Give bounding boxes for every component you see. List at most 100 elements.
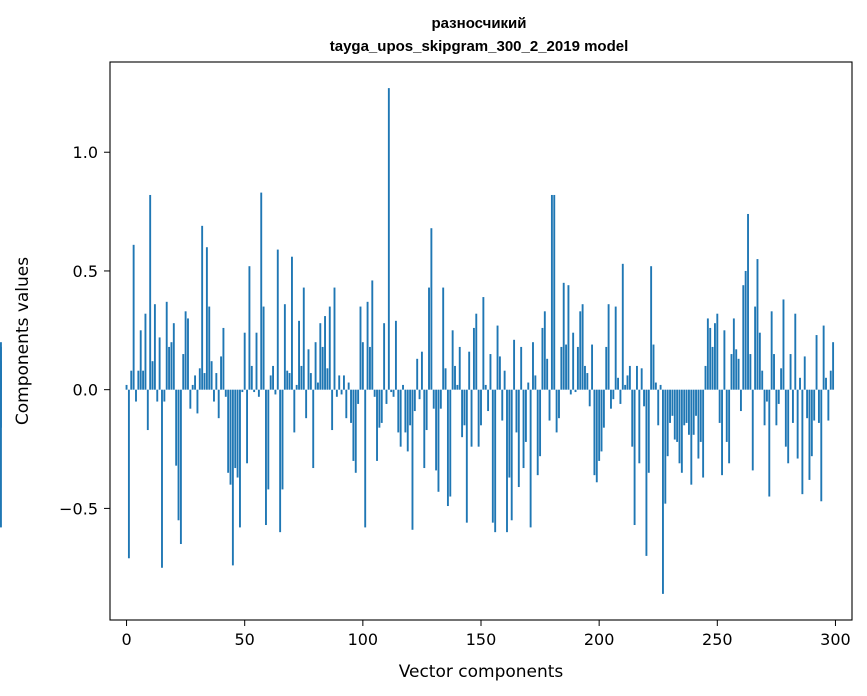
bar bbox=[801, 389, 804, 495]
bar bbox=[132, 244, 135, 390]
bar bbox=[387, 88, 390, 390]
bar bbox=[702, 389, 705, 478]
bar bbox=[487, 389, 490, 412]
bar bbox=[768, 389, 771, 497]
bar bbox=[177, 389, 180, 521]
bar bbox=[340, 389, 343, 395]
bar bbox=[420, 351, 423, 390]
bar bbox=[402, 384, 404, 390]
bar bbox=[331, 389, 334, 431]
bar bbox=[215, 373, 218, 390]
bar bbox=[406, 389, 409, 452]
bar bbox=[288, 373, 291, 390]
bar bbox=[669, 389, 671, 423]
bar bbox=[699, 389, 702, 442]
bar bbox=[543, 311, 546, 390]
bar bbox=[553, 194, 556, 390]
bar bbox=[714, 323, 716, 390]
bar bbox=[770, 311, 773, 390]
bar bbox=[201, 225, 204, 390]
bar bbox=[532, 342, 534, 390]
bar bbox=[394, 320, 397, 390]
bar bbox=[366, 301, 369, 390]
bar bbox=[163, 389, 166, 402]
bar bbox=[156, 389, 159, 402]
bar bbox=[631, 389, 634, 447]
bar bbox=[217, 389, 220, 419]
bar bbox=[324, 316, 326, 390]
bar bbox=[319, 323, 322, 390]
bar bbox=[279, 389, 282, 533]
x-tick-label: 0 bbox=[121, 630, 131, 649]
bar bbox=[754, 306, 757, 390]
bar bbox=[728, 389, 731, 464]
bar bbox=[425, 389, 428, 431]
chart-subtitle: tayga_upos_skipgram_300_2_2019 model bbox=[330, 38, 629, 55]
bar bbox=[546, 358, 549, 390]
bar bbox=[510, 389, 513, 521]
bar bbox=[763, 389, 766, 426]
bar bbox=[149, 194, 152, 390]
bar bbox=[335, 389, 338, 397]
bar bbox=[326, 368, 329, 390]
bar bbox=[527, 382, 530, 390]
x-tick-label: 100 bbox=[348, 630, 379, 649]
bar bbox=[777, 389, 780, 404]
bar bbox=[236, 389, 239, 478]
bar bbox=[194, 375, 197, 390]
bar bbox=[614, 306, 617, 390]
bar bbox=[397, 389, 400, 433]
bar bbox=[572, 332, 575, 390]
bar bbox=[198, 368, 201, 390]
bar bbox=[737, 358, 740, 390]
bar bbox=[189, 389, 192, 409]
y-tick-label: 1.0 bbox=[73, 143, 98, 162]
bar bbox=[347, 382, 350, 390]
bar bbox=[161, 389, 163, 568]
bar bbox=[442, 287, 445, 390]
bar bbox=[640, 368, 643, 390]
bar bbox=[371, 280, 374, 390]
bar bbox=[239, 389, 241, 528]
bar bbox=[187, 318, 189, 390]
y-axis-ticks: −0.5 0.0 0.5 1.0 bbox=[59, 143, 110, 518]
bar bbox=[662, 389, 664, 594]
bar bbox=[409, 389, 412, 426]
bar bbox=[333, 287, 336, 390]
bar bbox=[832, 342, 835, 390]
bar bbox=[179, 389, 182, 545]
bar bbox=[718, 389, 721, 423]
bar bbox=[607, 304, 610, 390]
bars-group bbox=[0, 88, 835, 594]
y-axis-label: Components values bbox=[13, 257, 33, 425]
bar bbox=[383, 323, 386, 390]
bar bbox=[305, 389, 308, 419]
bar bbox=[820, 389, 823, 502]
bar bbox=[730, 354, 733, 390]
bar bbox=[276, 249, 279, 390]
bar bbox=[498, 356, 501, 390]
bar bbox=[359, 306, 362, 390]
bar bbox=[137, 370, 140, 390]
bar bbox=[626, 375, 629, 390]
bar bbox=[586, 373, 589, 390]
bar bbox=[565, 344, 568, 390]
bar bbox=[796, 389, 799, 459]
bar bbox=[127, 389, 130, 559]
bar bbox=[196, 389, 199, 414]
bar bbox=[751, 389, 754, 471]
bar bbox=[709, 327, 712, 390]
bar bbox=[220, 356, 223, 390]
bar bbox=[338, 375, 341, 390]
bar bbox=[576, 346, 579, 390]
bar bbox=[265, 389, 267, 526]
bar bbox=[269, 375, 272, 390]
bar bbox=[170, 342, 173, 390]
bar bbox=[758, 332, 761, 390]
bar bbox=[376, 389, 378, 461]
bar bbox=[643, 389, 645, 407]
bar bbox=[350, 389, 352, 423]
bar bbox=[803, 356, 806, 390]
bar bbox=[125, 384, 128, 390]
bar bbox=[255, 332, 258, 390]
